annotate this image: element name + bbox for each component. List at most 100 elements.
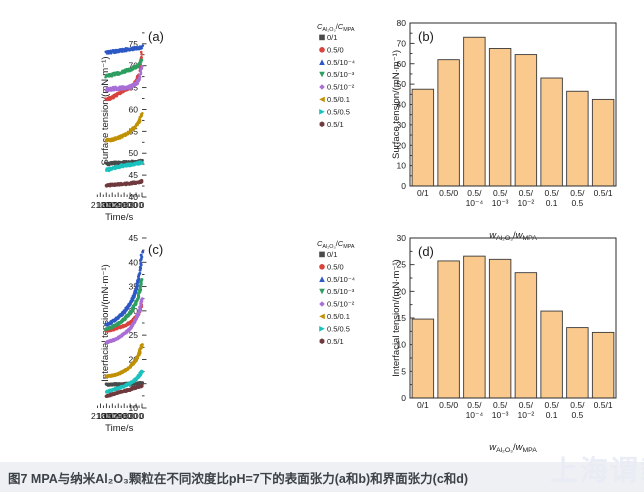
svg-text:Time/s: Time/s bbox=[105, 423, 133, 434]
svg-text:0.5/0: 0.5/0 bbox=[327, 45, 344, 54]
svg-text:0.5/10⁻⁴: 0.5/10⁻⁴ bbox=[327, 58, 355, 67]
svg-text:0.5/0.5: 0.5/0.5 bbox=[327, 107, 350, 116]
svg-text:0.5/0.1: 0.5/0.1 bbox=[327, 312, 350, 321]
svg-text:50: 50 bbox=[129, 148, 139, 158]
svg-text:0.5/10⁻⁴: 0.5/10⁻⁴ bbox=[327, 275, 355, 284]
svg-text:wAl₂O₃/wMPA: wAl₂O₃/wMPA bbox=[489, 442, 537, 454]
svg-text:45: 45 bbox=[129, 233, 139, 243]
svg-text:0.5/10⁻²: 0.5/10⁻² bbox=[327, 83, 355, 92]
svg-text:70: 70 bbox=[397, 38, 407, 48]
svg-text:0: 0 bbox=[401, 393, 406, 403]
svg-text:(a): (a) bbox=[148, 29, 164, 44]
svg-text:10⁻⁴: 10⁻⁴ bbox=[466, 198, 484, 208]
svg-text:40: 40 bbox=[397, 100, 407, 110]
svg-text:10: 10 bbox=[129, 403, 139, 413]
svg-text:Interfacial tension/(mN·m⁻¹): Interfacial tension/(mN·m⁻¹) bbox=[100, 264, 111, 381]
svg-text:300: 300 bbox=[129, 200, 143, 210]
svg-text:1800: 1800 bbox=[97, 411, 116, 421]
svg-text:1200: 1200 bbox=[109, 200, 128, 210]
svg-text:0.5/0: 0.5/0 bbox=[327, 262, 344, 271]
svg-text:2100: 2100 bbox=[91, 411, 110, 421]
svg-text:10⁻³: 10⁻³ bbox=[492, 410, 509, 420]
svg-text:600: 600 bbox=[123, 200, 137, 210]
svg-text:0/1: 0/1 bbox=[327, 250, 337, 259]
svg-text:Interfacial tension/(mN·m⁻¹): Interfacial tension/(mN·m⁻¹) bbox=[391, 259, 402, 376]
svg-text:0/1: 0/1 bbox=[417, 400, 429, 410]
svg-text:900: 900 bbox=[117, 411, 131, 421]
svg-text:0.5/1: 0.5/1 bbox=[327, 337, 344, 346]
svg-text:(d): (d) bbox=[418, 244, 434, 259]
svg-text:10⁻²: 10⁻² bbox=[517, 198, 534, 208]
svg-text:0.5/10⁻³: 0.5/10⁻³ bbox=[327, 287, 355, 296]
svg-text:0/1: 0/1 bbox=[327, 33, 337, 42]
svg-text:65: 65 bbox=[129, 83, 139, 93]
svg-text:80: 80 bbox=[397, 18, 407, 28]
svg-text:0.5: 0.5 bbox=[571, 198, 583, 208]
svg-text:10: 10 bbox=[397, 161, 407, 171]
svg-text:50: 50 bbox=[397, 79, 407, 89]
svg-text:75: 75 bbox=[129, 39, 139, 49]
svg-text:0.5: 0.5 bbox=[571, 410, 583, 420]
svg-text:25: 25 bbox=[397, 260, 407, 270]
svg-text:60: 60 bbox=[129, 104, 139, 114]
svg-text:10: 10 bbox=[397, 340, 407, 350]
svg-text:20: 20 bbox=[397, 286, 407, 296]
svg-text:1500: 1500 bbox=[103, 411, 122, 421]
svg-text:2100: 2100 bbox=[91, 200, 110, 210]
svg-text:600: 600 bbox=[123, 411, 137, 421]
svg-text:1500: 1500 bbox=[103, 200, 122, 210]
svg-text:0.5/1: 0.5/1 bbox=[594, 400, 613, 410]
svg-text:0.5/10⁻²: 0.5/10⁻² bbox=[327, 300, 355, 309]
svg-text:900: 900 bbox=[117, 200, 131, 210]
svg-text:0: 0 bbox=[401, 181, 406, 191]
svg-text:0.5/: 0.5/ bbox=[467, 400, 482, 410]
svg-text:5: 5 bbox=[401, 366, 406, 376]
svg-text:30: 30 bbox=[397, 233, 407, 243]
svg-text:0.5/: 0.5/ bbox=[545, 188, 560, 198]
svg-text:40: 40 bbox=[129, 257, 139, 267]
svg-text:35: 35 bbox=[129, 282, 139, 292]
svg-text:0.5/: 0.5/ bbox=[570, 188, 585, 198]
svg-text:0.5/0.5: 0.5/0.5 bbox=[327, 324, 350, 333]
svg-text:10⁻²: 10⁻² bbox=[517, 410, 534, 420]
svg-text:0.5/0.1: 0.5/0.1 bbox=[327, 95, 350, 104]
svg-text:0.1: 0.1 bbox=[546, 198, 558, 208]
svg-text:40: 40 bbox=[129, 192, 139, 202]
panel-a-surface-tension-kinetics-chart: 0300600900120015001800210040455055606570… bbox=[91, 22, 355, 223]
svg-text:0: 0 bbox=[140, 200, 145, 210]
svg-text:25: 25 bbox=[129, 330, 139, 340]
svg-text:(c): (c) bbox=[148, 242, 163, 257]
svg-text:0.5/: 0.5/ bbox=[545, 400, 560, 410]
panel-c-interfacial-tension-kinetics-chart: 0300600900120015001800210010152025303540… bbox=[91, 233, 355, 434]
svg-text:0.1: 0.1 bbox=[546, 410, 558, 420]
svg-text:300: 300 bbox=[129, 411, 143, 421]
svg-text:20: 20 bbox=[129, 354, 139, 364]
svg-text:0.5/0: 0.5/0 bbox=[439, 188, 458, 198]
svg-text:0.5/: 0.5/ bbox=[519, 400, 534, 410]
svg-text:10⁻³: 10⁻³ bbox=[492, 198, 509, 208]
svg-text:0.5/: 0.5/ bbox=[570, 400, 585, 410]
svg-text:(b): (b) bbox=[418, 29, 434, 44]
svg-text:45: 45 bbox=[129, 170, 139, 180]
svg-text:0/1: 0/1 bbox=[417, 188, 429, 198]
svg-text:Surface tension/(mN·m⁻¹): Surface tension/(mN·m⁻¹) bbox=[391, 50, 402, 159]
svg-text:0.5/10⁻³: 0.5/10⁻³ bbox=[327, 70, 355, 79]
svg-text:CAl₂O₃/CMPA: CAl₂O₃/CMPA bbox=[317, 239, 355, 250]
svg-text:Time/s: Time/s bbox=[105, 212, 133, 223]
svg-text:0.5/: 0.5/ bbox=[519, 188, 534, 198]
svg-text:1200: 1200 bbox=[109, 411, 128, 421]
svg-text:CAl₂O₃/CMPA: CAl₂O₃/CMPA bbox=[317, 22, 355, 33]
svg-text:15: 15 bbox=[397, 313, 407, 323]
svg-text:0.5/1: 0.5/1 bbox=[327, 120, 344, 129]
svg-text:10⁻⁴: 10⁻⁴ bbox=[466, 410, 484, 420]
svg-text:Surface tension/(mN·m⁻¹): Surface tension/(mN·m⁻¹) bbox=[100, 56, 111, 165]
figure-caption-bar: 图7 MPA与纳米Al₂O₃颗粒在不同浓度比pH=7下的表面张力(a和b)和界面… bbox=[0, 462, 644, 492]
svg-text:0.5/: 0.5/ bbox=[467, 188, 482, 198]
svg-text:0.5/0: 0.5/0 bbox=[439, 400, 458, 410]
svg-text:0.5/: 0.5/ bbox=[493, 400, 508, 410]
svg-text:55: 55 bbox=[129, 126, 139, 136]
svg-text:30: 30 bbox=[397, 120, 407, 130]
svg-text:0.5/1: 0.5/1 bbox=[594, 188, 613, 198]
